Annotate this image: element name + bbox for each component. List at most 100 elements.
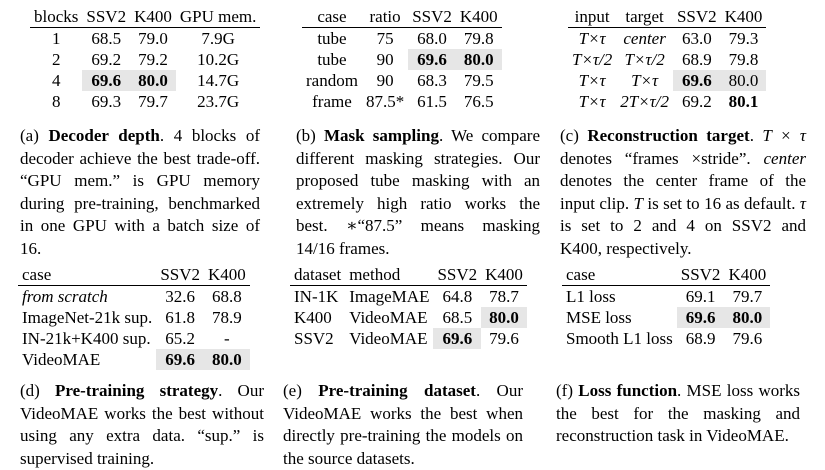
header-row: input target SSV2 K400 <box>568 6 767 28</box>
table-cell: 90 <box>376 50 394 69</box>
table-row: Smooth L1 loss 68.9 79.6 <box>562 328 770 349</box>
table-cell: - <box>224 329 230 348</box>
table-cell: 75 <box>376 29 394 48</box>
table-cell: L1 loss <box>566 287 616 306</box>
column-header: K400 <box>455 6 502 28</box>
table-cell: 79.7 <box>732 287 763 306</box>
table-cell: 65.2 <box>165 329 196 348</box>
table-cell: 69.2 <box>681 92 712 111</box>
header-row: case SSV2 K400 <box>562 264 771 286</box>
caption-c: (c) Reconstruction target. T × τ denotes… <box>560 125 806 260</box>
table-row: VideoMAE 69.6 80.0 <box>18 349 250 370</box>
results-table: case SSV2 K400 from scratch 32.6 68.8 ImageNet… <box>18 264 250 370</box>
column-header: ratio <box>361 6 409 28</box>
table-cell: Smooth L1 loss <box>566 329 673 348</box>
column-header: K400 <box>130 6 176 28</box>
table-cell: 80.0 <box>204 349 250 370</box>
table-cell: 78.9 <box>212 308 242 327</box>
table-row: 8 69.3 79.7 23.7G <box>30 91 260 112</box>
table-cell: 14.7G <box>197 71 240 90</box>
column-header: K400 <box>724 264 771 286</box>
table-cell: 80.0 <box>724 307 771 328</box>
column-header: dataset <box>290 264 346 286</box>
table-cell: 2T×τ/2 <box>620 92 669 111</box>
table-row: T×τ/2 T×τ/2 68.9 79.8 <box>568 49 766 70</box>
column-header: GPU mem. <box>175 6 261 28</box>
table-cell: 68.8 <box>212 287 242 306</box>
table-cell: 80.0 <box>455 49 502 70</box>
results-table: case SSV2 K400 L1 loss 69.1 79.7 MSE loss 69.6 8… <box>562 264 771 349</box>
table-cell: 68.5 <box>442 308 473 327</box>
table-cell: 80.0 <box>130 70 176 91</box>
caption-text: . We compare different masking strategie… <box>296 126 541 258</box>
column-header: K400 <box>720 6 767 28</box>
table-cell: 79.3 <box>728 29 759 48</box>
table-b-mask-sampling: case ratio SSV2 K400 tube 75 68.0 79.8 tube 90 69.… <box>302 6 502 112</box>
table-cell: 69.6 <box>676 307 725 328</box>
table-row: K400 VideoMAE 68.5 80.0 <box>290 307 527 328</box>
results-table: case ratio SSV2 K400 tube 75 68.0 79.8 tube 90 69.… <box>302 6 502 112</box>
caption-text: . Our VideoMAE works the best when direc… <box>283 381 523 468</box>
table-cell: T×τ <box>578 29 606 48</box>
table-cell: 79.7 <box>138 92 168 111</box>
column-header: SSV2 <box>408 6 456 28</box>
table-cell: 80.0 <box>481 307 527 328</box>
table-cell: IN-21k+K400 sup. <box>22 329 151 348</box>
caption-text: (a) <box>20 126 49 145</box>
table-cell: IN-1K <box>294 287 339 306</box>
table-cell: 69.6 <box>156 349 204 370</box>
table-row: from scratch 32.6 68.8 <box>18 286 250 308</box>
table-row: MSE loss 69.6 80.0 <box>562 307 771 328</box>
caption-text: . <box>749 126 763 145</box>
table-c-reconstruction-target: input target SSV2 K400 T×τ center 63.0 79.3 T×τ/… <box>568 6 767 112</box>
column-header: SSV2 <box>676 264 725 286</box>
table-row: 2 69.2 79.2 10.2G <box>30 49 260 70</box>
table-cell: 76.5 <box>463 92 494 111</box>
table-cell: 7.9G <box>201 29 235 48</box>
table-row: T×τ 2T×τ/2 69.2 80.1 <box>568 91 766 112</box>
table-row: 1 68.5 79.0 7.9G <box>30 28 260 50</box>
caption-title: Decoder depth <box>48 126 160 145</box>
table-row: 4 69.6 80.0 14.7G <box>30 70 260 91</box>
table-cell: 68.5 <box>91 29 122 48</box>
table-cell: ImageMAE <box>349 287 430 306</box>
results-table: input target SSV2 K400 T×τ center 63.0 79.3 T×τ/… <box>568 6 767 112</box>
table-e-pretraining-dataset: dataset method SSV2 K400 IN-1K ImageMAE 64.8 78… <box>290 264 527 349</box>
table-cell: 90 <box>376 71 394 90</box>
column-header: method <box>345 264 434 286</box>
table-cell: 61.5 <box>417 92 447 111</box>
table-cell: 68.9 <box>685 329 716 348</box>
table-cell: 69.2 <box>91 50 122 69</box>
caption-text: is set to 16 as default. <box>642 193 800 213</box>
results-table: dataset method SSV2 K400 IN-1K ImageMAE 64.8 78… <box>290 264 527 349</box>
table-cell: 79.2 <box>138 50 168 69</box>
table-row: tube 90 69.6 80.0 <box>302 49 502 70</box>
column-header: SSV2 <box>672 6 721 28</box>
header-row: case SSV2 K400 <box>18 264 250 286</box>
table-cell: 1 <box>51 29 61 48</box>
caption-d: (d) Pre-training strategy. Our VideoMAE … <box>20 380 264 470</box>
caption-text: (d) <box>20 381 56 400</box>
results-table: blocks SSV2 K400 GPU mem. 1 68.5 79.0 7.9G 2 69.2… <box>30 6 261 112</box>
caption-text: is set to 2 and 4 on SSV2 and K400, resp… <box>560 216 806 258</box>
table-cell: center <box>623 29 666 48</box>
table-cell: VideoMAE <box>349 329 428 348</box>
table-cell: 69.6 <box>82 70 131 91</box>
caption-e: (e) Pre-training dataset. Our VideoMAE w… <box>283 380 523 470</box>
table-cell: 69.1 <box>685 287 716 306</box>
table-cell: T×τ <box>578 92 606 111</box>
table-cell: 79.0 <box>138 29 168 48</box>
column-header: target <box>616 6 673 28</box>
table-cell: 79.6 <box>489 329 519 348</box>
column-header: case <box>562 264 677 286</box>
table-row: T×τ center 63.0 79.3 <box>568 28 766 50</box>
table-row: SSV2 VideoMAE 69.6 79.6 <box>290 328 527 349</box>
table-cell: 68.9 <box>681 50 712 69</box>
caption-title: Loss function <box>578 381 678 400</box>
table-cell: ImageNet-21k sup. <box>22 308 153 327</box>
table-cell: 79.6 <box>732 329 763 348</box>
column-header: case <box>18 264 157 286</box>
table-cell: 68.0 <box>417 29 447 48</box>
table-cell: 80.1 <box>728 92 759 111</box>
caption-text: (c) <box>560 126 588 145</box>
